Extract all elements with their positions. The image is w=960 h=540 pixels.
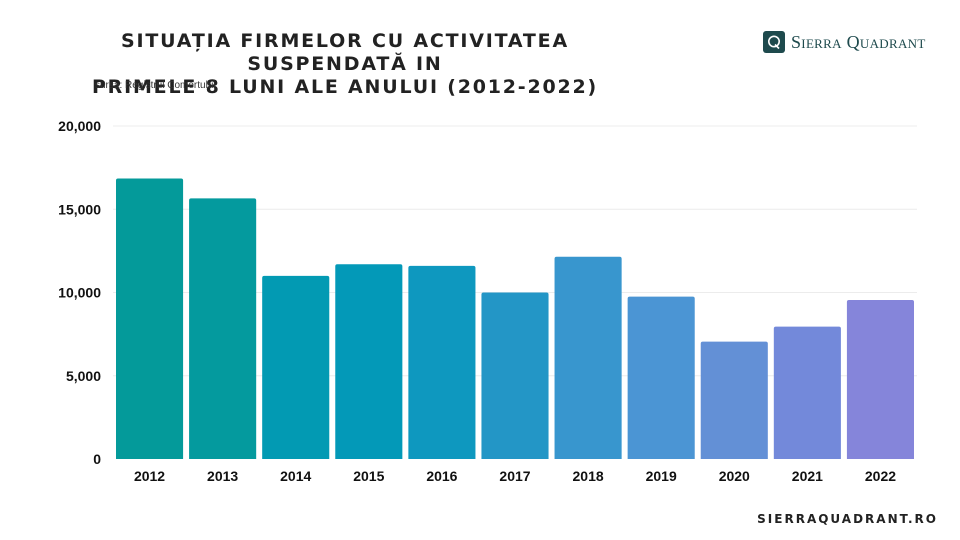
source-note: sursa: Registrul Comertului [95,80,216,91]
bar-2020 [700,341,768,459]
bar-2018 [554,256,622,459]
x-tick-label: 2012 [134,468,165,484]
x-tick-label: 2017 [499,468,530,484]
y-tick-label: 15,000 [58,201,101,217]
chart-title-line1: SITUAȚIA FIRMELOR CU ACTIVITATEA SUSPEND… [121,30,569,75]
x-tick-label: 2021 [792,468,823,484]
x-tick-label: 2015 [353,468,384,484]
q-monogram-icon [763,31,785,53]
x-tick-label: 2019 [646,468,677,484]
chart-title-line2: PRIMELE 8 LUNI ALE ANULUI (2012-2022) [91,76,599,98]
brand-logo: Sierra Quadrant [763,30,926,54]
y-tick-label: 5,000 [66,368,101,384]
footer-website: SIERRAQUADRANT.RO [757,512,938,526]
bar-2014 [262,275,330,459]
x-tick-label: 2020 [719,468,750,484]
y-tick-label: 10,000 [58,285,101,301]
bar-2016 [408,265,476,459]
x-tick-label: 2016 [426,468,457,484]
y-tick-label: 20,000 [58,118,101,134]
bar-2021 [773,326,841,459]
bar-2017 [481,292,549,459]
x-tick-label: 2018 [573,468,604,484]
bar-2015 [335,264,403,459]
x-tick-label: 2022 [865,468,896,484]
bar-2013 [189,198,257,460]
chart-title: SITUAȚIA FIRMELOR CU ACTIVITATEA SUSPEND… [40,30,650,99]
brand-name: Sierra Quadrant [791,31,926,52]
bar-2019 [627,296,695,459]
bar-2012 [116,178,184,459]
bar-2022 [846,299,914,459]
y-tick-label: 0 [93,451,101,467]
x-tick-label: 2013 [207,468,238,484]
x-tick-label: 2014 [280,468,311,484]
